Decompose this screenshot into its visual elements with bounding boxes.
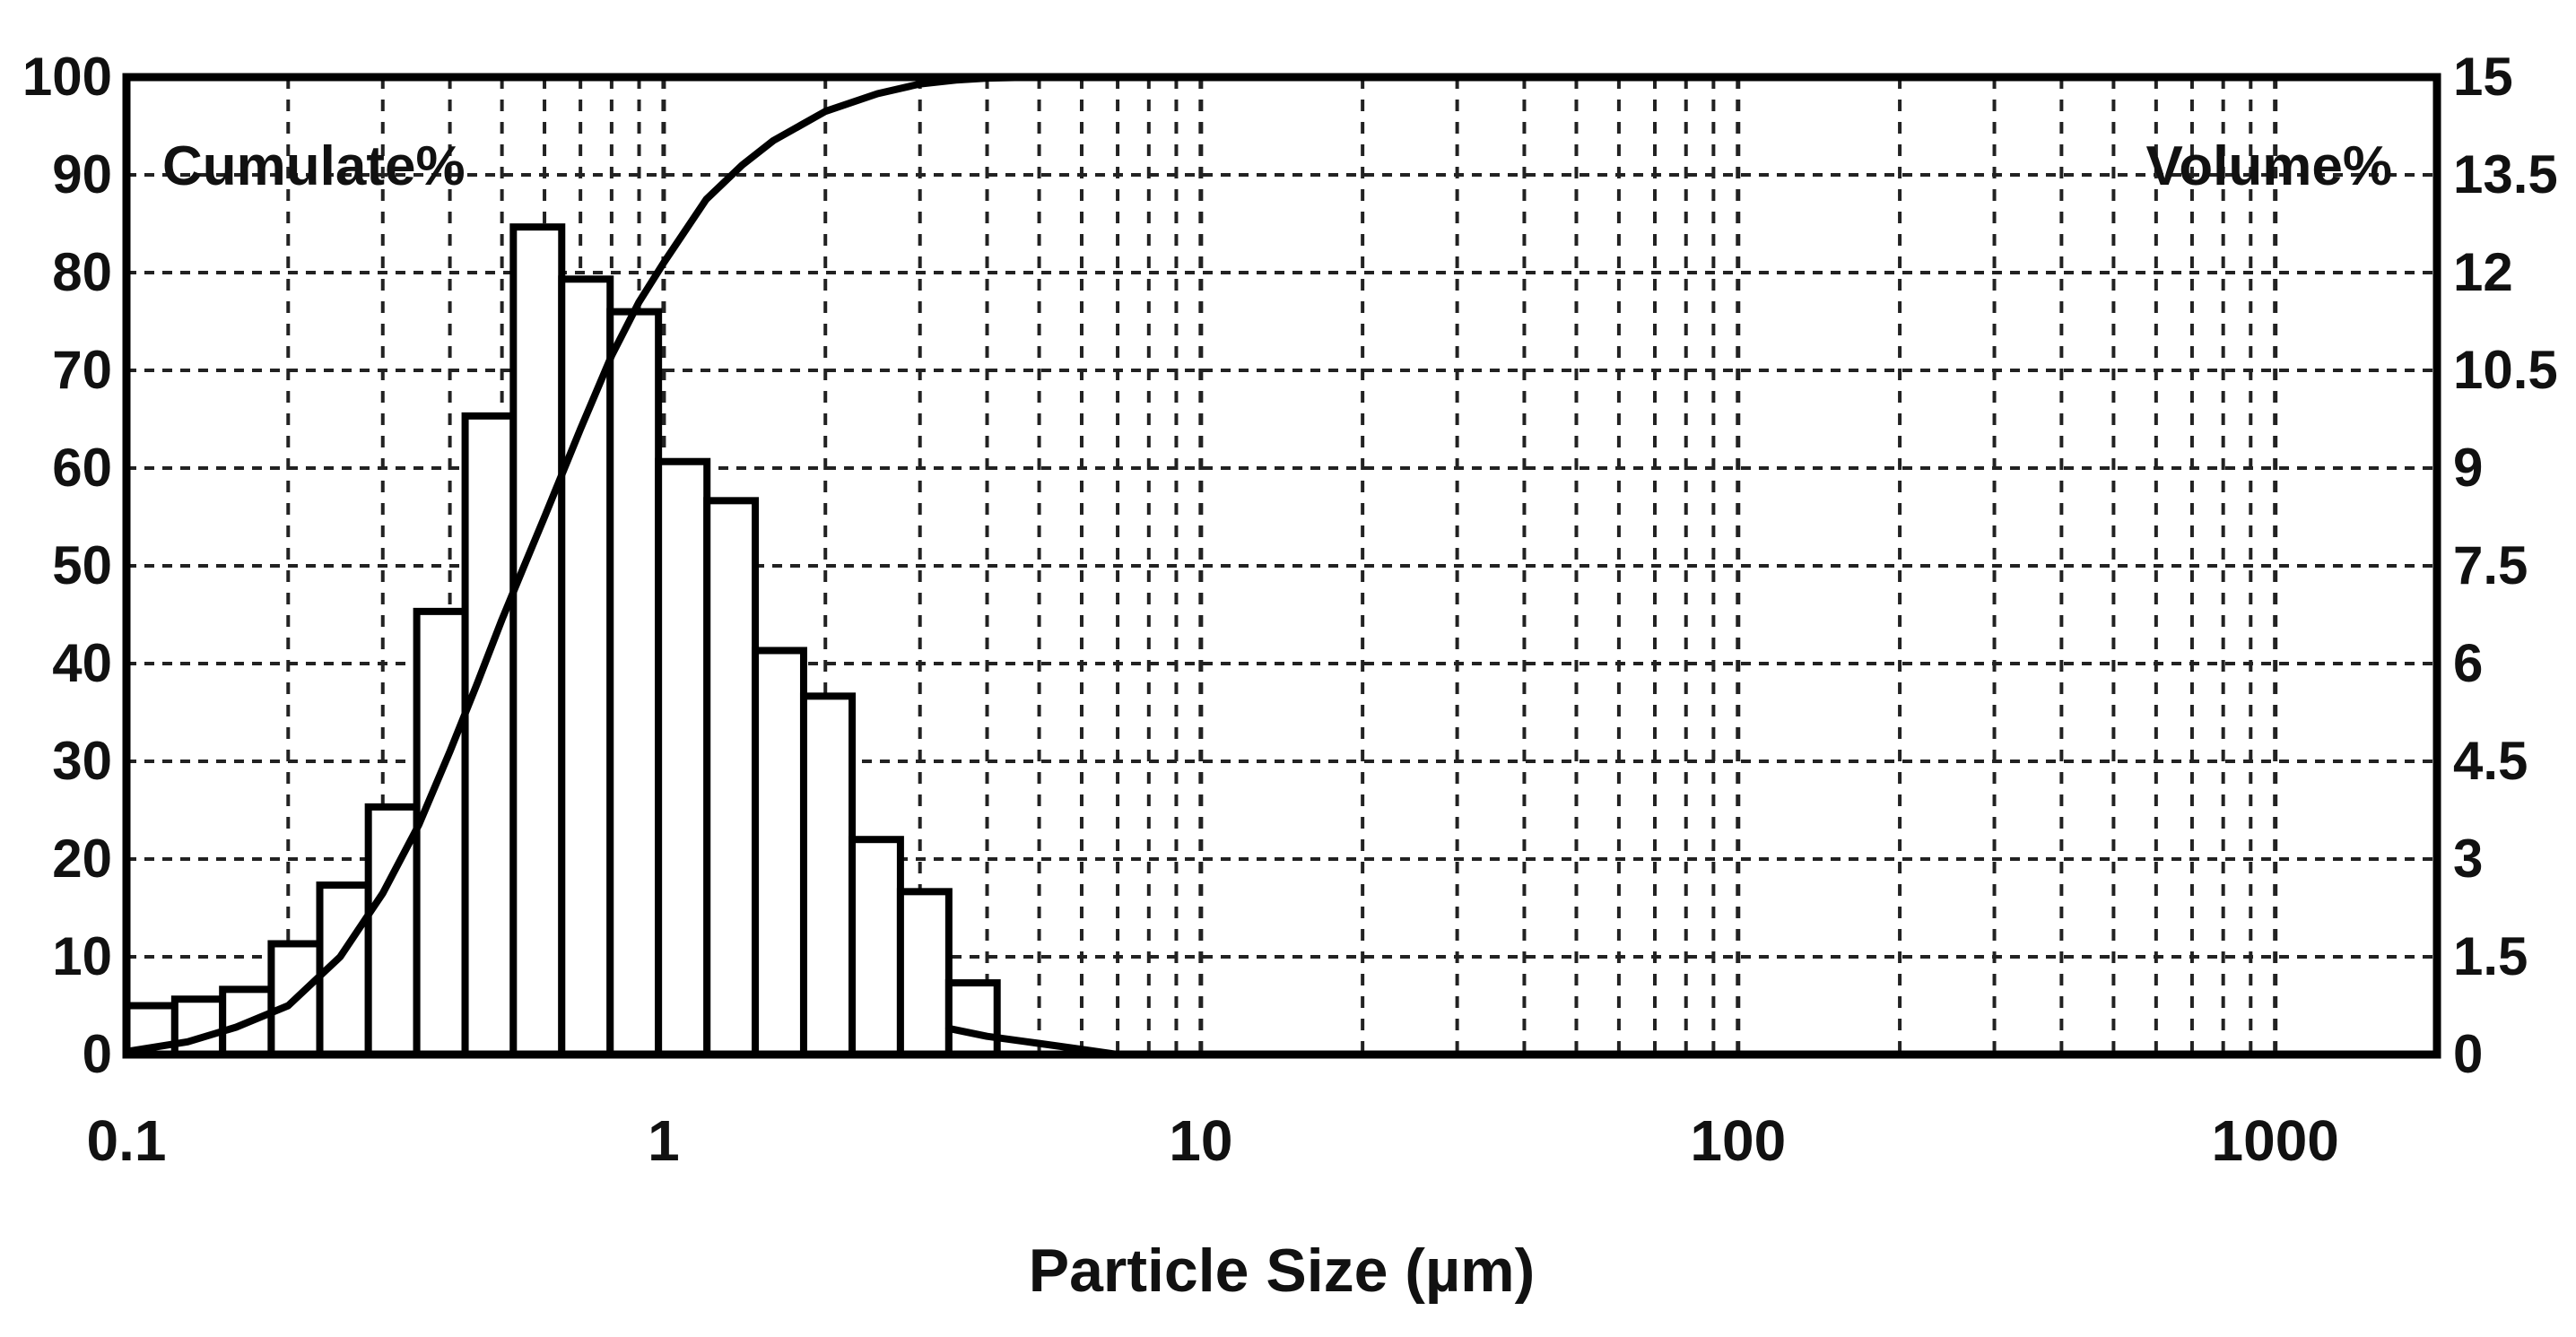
left-tick-label: 50 xyxy=(52,535,112,595)
left-tick-label: 20 xyxy=(52,829,112,889)
x-tick-label: 100 xyxy=(1690,1108,1786,1173)
histogram-bar xyxy=(606,308,663,1059)
left-tick-label: 100 xyxy=(22,47,112,107)
right-tick-label: 6 xyxy=(2453,633,2483,693)
plot-frame xyxy=(122,73,2441,1059)
right-tick-label: 4.5 xyxy=(2453,731,2528,791)
right-tick-label: 3 xyxy=(2453,829,2483,889)
right-tick-label: 7.5 xyxy=(2453,535,2528,595)
left-tick-label: 80 xyxy=(52,242,112,302)
histogram-bar xyxy=(558,275,614,1058)
left-tick-label: 60 xyxy=(52,438,112,498)
cumulative-curve xyxy=(123,74,1998,1055)
right-tick-label: 0 xyxy=(2453,1024,2483,1084)
x-axis-title: Particle Size (µm) xyxy=(1029,1237,1536,1305)
right-tick-label: 9 xyxy=(2453,438,2483,498)
histogram-bar xyxy=(944,979,1001,1058)
right-tick-label: 12 xyxy=(2453,242,2513,302)
left-tick-label: 70 xyxy=(52,340,112,400)
x-tick-label: 10 xyxy=(1169,1108,1232,1173)
histogram-bar xyxy=(509,223,566,1058)
histogram-bar xyxy=(849,836,904,1059)
left-tick-label: 0 xyxy=(83,1024,112,1084)
tick-labels: 010203040506070809010001.534.567.5910.51… xyxy=(22,47,2558,1173)
histogram-bar xyxy=(896,888,953,1058)
left-tick-label: 30 xyxy=(52,731,112,791)
histogram-bar xyxy=(461,412,518,1059)
histogram-bar xyxy=(799,692,857,1058)
right-tick-label: 1.5 xyxy=(2453,926,2528,986)
x-tick-label: 1 xyxy=(648,1108,680,1173)
histogram-bar xyxy=(413,607,469,1058)
right-tick-label: 10.5 xyxy=(2453,340,2558,400)
left-tick-label: 10 xyxy=(52,926,112,986)
x-tick-label: 0.1 xyxy=(87,1108,167,1173)
histogram-bar xyxy=(752,647,807,1058)
histogram-bar xyxy=(655,457,711,1058)
volume-histogram xyxy=(123,223,1001,1059)
left-axis-label: Cumulate% xyxy=(162,135,466,197)
left-tick-label: 90 xyxy=(52,144,112,204)
right-axis-label: Volume% xyxy=(2146,135,2392,197)
right-tick-label: 13.5 xyxy=(2453,144,2558,204)
histogram-bar xyxy=(703,497,760,1058)
left-tick-label: 40 xyxy=(52,633,112,693)
x-tick-label: 1000 xyxy=(2212,1108,2339,1173)
right-tick-label: 15 xyxy=(2453,47,2513,107)
